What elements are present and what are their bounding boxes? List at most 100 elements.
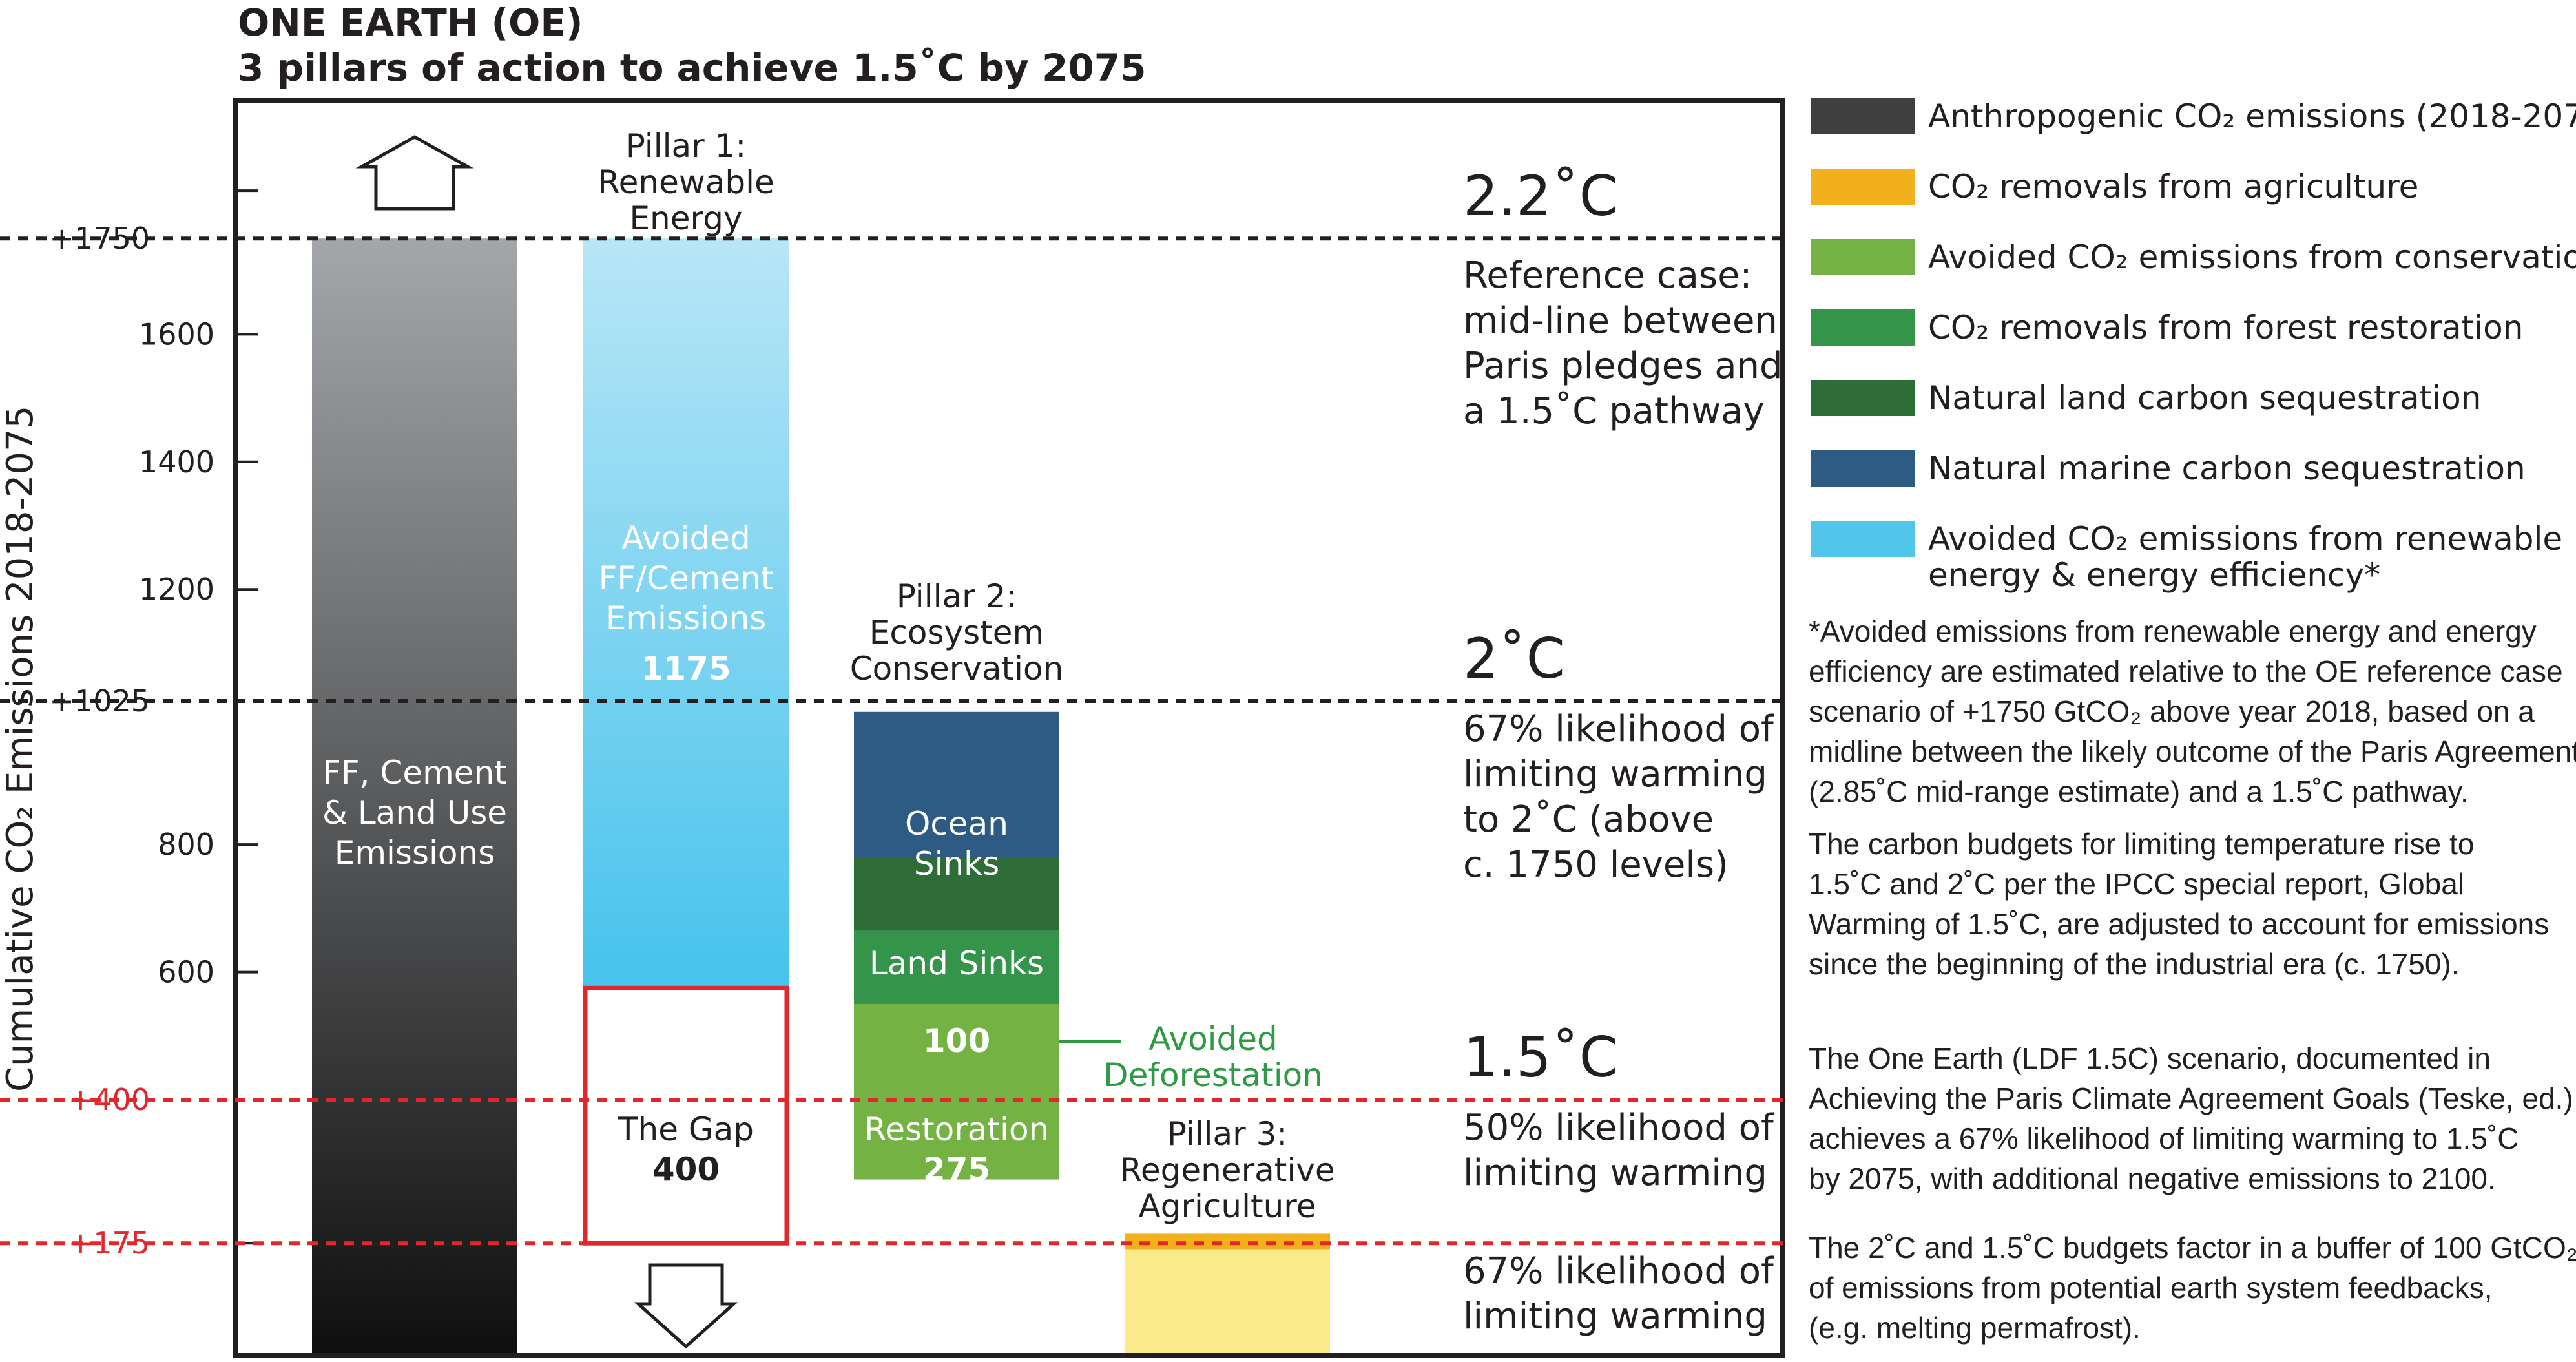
footnote-line: Achieving the Paris Climate Agreement Go… xyxy=(1809,1082,2573,1115)
reference-description: c. 1750 levels) xyxy=(1463,844,1729,886)
footnote-line: 1.5˚C and 2˚C per the IPCC special repor… xyxy=(1809,867,2464,901)
bar-value-restoration: 275 xyxy=(923,1151,990,1188)
bar-renewable xyxy=(583,238,789,989)
legend-swatch xyxy=(1811,309,1915,346)
bar-label-land-sinks: Land Sinks xyxy=(869,945,1044,982)
legend-label: Natural marine carbon sequestration xyxy=(1928,450,2526,487)
footnote-line: The One Earth (LDF 1.5C) scenario, docum… xyxy=(1809,1042,2491,1075)
footnote-line: The 2˚C and 1.5˚C budgets factor in a bu… xyxy=(1809,1231,2576,1264)
bar-label-ocean-sinks: Ocean xyxy=(905,805,1008,843)
chart-subtitle: 3 pillars of action to achieve 1.5˚C by … xyxy=(238,46,1146,90)
up-arrow-icon xyxy=(355,135,474,211)
bar-label-renewable: Avoided xyxy=(621,519,751,557)
pillar-1-header: Pillar 1: xyxy=(626,127,746,165)
bar-label-anthropogenic: Emissions xyxy=(335,834,495,872)
pillar-3-header: Pillar 3: xyxy=(1167,1115,1287,1153)
legend-label: Anthropogenic CO₂ emissions (2018-2075) xyxy=(1928,98,2576,135)
bar-label-ocean-sinks: Sinks xyxy=(914,845,999,883)
pillar-1-header: Renewable xyxy=(597,163,774,201)
temperature-label: 2.2˚C xyxy=(1463,164,1618,229)
reference-line-label: +175 xyxy=(68,1226,150,1261)
reference-description: limiting warming xyxy=(1463,753,1767,795)
footnote-line: of emissions from potential earth system… xyxy=(1809,1271,2492,1304)
reference-line-label: +1750 xyxy=(49,221,150,256)
pillar-2-header: Ecosystem xyxy=(869,614,1044,651)
bar-avoided-deforestation xyxy=(854,930,1059,1004)
y-tick-label: 1400 xyxy=(139,445,214,479)
bar-anthropogenic xyxy=(312,238,517,1354)
legend-swatch xyxy=(1811,521,1915,557)
legend: Anthropogenic CO₂ emissions (2018-2075) C… xyxy=(1811,98,2576,594)
legend-label: Avoided CO₂ emissions from conservation xyxy=(1928,238,2576,276)
reference-line-label: +1025 xyxy=(49,684,150,718)
reference-description: 50% likelihood of xyxy=(1463,1107,1774,1149)
legend-label: Avoided CO₂ emissions from renewable xyxy=(1928,520,2562,558)
y-tick-label: 1600 xyxy=(139,317,214,351)
legend-label: CO₂ removals from agriculture xyxy=(1928,168,2418,205)
reference-description: mid-line between xyxy=(1463,300,1778,342)
reference-line-label: +400 xyxy=(68,1082,150,1117)
temperature-label: 2˚C xyxy=(1463,627,1565,691)
pillar-2-header: Pillar 2: xyxy=(897,578,1017,615)
footnote-line: efficiency are estimated relative to the… xyxy=(1809,655,2563,688)
y-tick-label: 800 xyxy=(158,827,214,862)
footnote-line: achieves a 67% likelihood of limiting wa… xyxy=(1809,1122,2519,1155)
bar-label-anthropogenic: & Land Use xyxy=(322,794,507,832)
pillar-3-header: Regenerative xyxy=(1119,1151,1335,1189)
legend-label: Natural land carbon sequestration xyxy=(1928,379,2481,417)
legend-swatch xyxy=(1811,98,1915,134)
bar-label-renewable: FF/Cement xyxy=(599,560,774,597)
footnote-line: since the beginning of the industrial er… xyxy=(1809,947,2460,981)
reference-description: 67% likelihood of xyxy=(1463,708,1774,750)
bar-label-gap: The Gap xyxy=(618,1111,754,1148)
legend-swatch xyxy=(1811,239,1915,275)
legend-label: energy & energy efficiency* xyxy=(1928,556,2380,594)
annotation-avoided-deforestation: Deforestation xyxy=(1103,1056,1323,1094)
bar-agriculture xyxy=(1125,1233,1330,1353)
bar-restoration xyxy=(854,1003,1059,1180)
reference-description: 67% likelihood of xyxy=(1463,1250,1774,1292)
footnote-line: (e.g. melting permafrost). xyxy=(1809,1311,2141,1345)
chart-title: ONE EARTH (OE) xyxy=(238,1,583,45)
legend-swatch xyxy=(1811,169,1915,205)
bar-label-renewable: Emissions xyxy=(606,600,767,637)
footnote-line: midline between the likely outcome of th… xyxy=(1809,735,2576,768)
bar-gap xyxy=(583,985,789,1246)
reference-description: limiting warming xyxy=(1463,1152,1767,1194)
bar-value-gap: 400 xyxy=(652,1151,720,1188)
reference-description: Paris pledges and xyxy=(1463,345,1783,387)
reference-description: Reference case: xyxy=(1463,255,1752,297)
footnote-line: The carbon budgets for limiting temperat… xyxy=(1809,827,2474,861)
y-tick-label: 600 xyxy=(158,955,214,990)
reference-description: to 2˚C (above xyxy=(1463,799,1714,841)
legend-swatch xyxy=(1811,450,1915,487)
bar-land-sinks xyxy=(854,857,1059,931)
footnote-line: Warming of 1.5˚C, are adjusted to accoun… xyxy=(1809,907,2549,941)
legend-label: CO₂ removals from forest restoration xyxy=(1928,309,2523,346)
y-tick-label: 1200 xyxy=(139,572,214,607)
annotation-avoided-deforestation: Avoided xyxy=(1148,1020,1278,1058)
footnotes: *Avoided emissions from renewable energy… xyxy=(1809,614,2576,1345)
footnote-line: scenario of +1750 GtCO₂ above year 2018,… xyxy=(1809,695,2535,728)
legend-swatch xyxy=(1811,380,1915,416)
bar-label-restoration: Restoration xyxy=(864,1111,1049,1148)
footnote-line: by 2075, with additional negative emissi… xyxy=(1809,1162,2496,1195)
bar-ocean-sinks xyxy=(854,711,1059,857)
temperature-label: 1.5˚C xyxy=(1463,1025,1618,1090)
pillar-1-header: Energy xyxy=(629,200,742,237)
footnote-line: (2.85˚C mid-range estimate) and a 1.5˚C … xyxy=(1809,775,2469,808)
plot-frame xyxy=(233,98,1785,1358)
bar-label-anthropogenic: FF, Cement xyxy=(322,754,507,791)
bar-agriculture-band xyxy=(1125,1233,1330,1250)
bar-value-avoided-deforestation: 100 xyxy=(923,1022,990,1060)
reference-description: limiting warming xyxy=(1463,1295,1767,1337)
reference-description: a 1.5˚C pathway xyxy=(1463,390,1765,432)
down-arrow-icon xyxy=(634,1263,738,1349)
y-axis-label: Cumulative CO₂ Emissions 2018-2075 xyxy=(0,406,41,1092)
pillar-3-header: Agriculture xyxy=(1139,1188,1316,1225)
bar-value-renewable: 1175 xyxy=(641,650,731,687)
footnote-line: *Avoided emissions from renewable energy… xyxy=(1809,614,2537,648)
pillar-2-header: Conservation xyxy=(850,650,1064,687)
